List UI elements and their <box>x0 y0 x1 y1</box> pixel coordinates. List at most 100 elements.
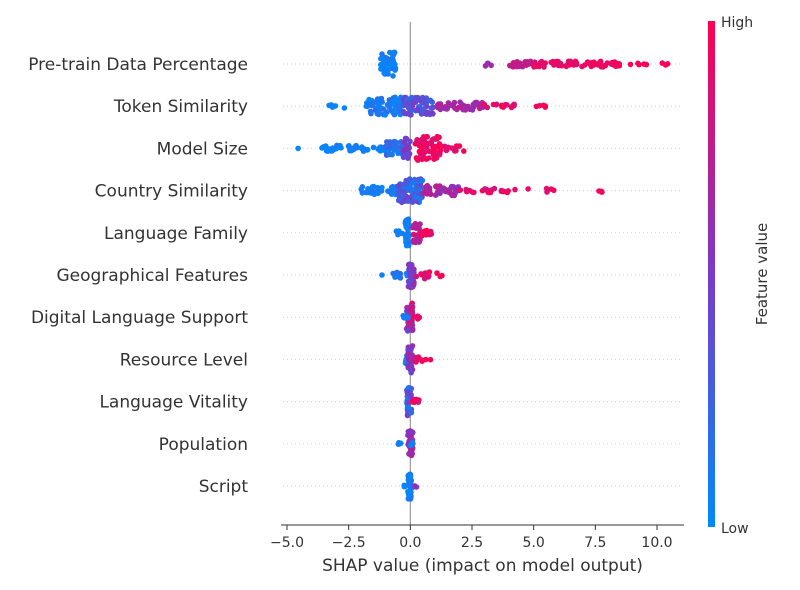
shap-point <box>512 186 518 193</box>
shap-point <box>408 369 415 376</box>
shap-point <box>414 106 421 113</box>
shap-point <box>421 275 428 282</box>
shap-point <box>544 189 550 195</box>
shap-point <box>408 409 415 416</box>
shap-point <box>434 270 440 276</box>
feature-labels: Pre-train Data Percentage Token Similarit… <box>28 55 248 497</box>
shap-point <box>346 143 352 149</box>
shap-point <box>400 108 407 115</box>
shap-point <box>408 363 415 370</box>
shap-point <box>421 149 428 156</box>
shap-point <box>387 49 393 56</box>
x-tick-label: −5.0 <box>270 535 304 551</box>
shap-point <box>379 184 385 191</box>
shap-point <box>375 101 381 107</box>
shap-point <box>390 73 396 79</box>
colorbar-low-label: Low <box>721 521 749 537</box>
feature-label: Geographical Features <box>56 266 248 286</box>
shap-point <box>403 97 410 104</box>
shap-point <box>416 148 423 155</box>
shap-point <box>408 450 415 457</box>
shap-point <box>514 63 521 70</box>
shap-point <box>378 55 384 62</box>
shap-point <box>403 135 410 142</box>
feature-label: Digital Language Support <box>31 308 248 328</box>
data-points <box>295 49 671 502</box>
shap-point <box>482 63 489 69</box>
x-tick-label: 2.5 <box>461 535 483 551</box>
shap-point <box>432 143 439 150</box>
shap-point <box>409 322 415 329</box>
shap-point <box>359 190 366 196</box>
shap-point <box>415 140 422 146</box>
shap-point <box>325 146 332 152</box>
shap-point <box>381 59 387 66</box>
shap-point <box>442 105 448 112</box>
shap-point <box>409 343 416 349</box>
shap-point <box>410 224 416 231</box>
shap-point <box>456 187 463 193</box>
shap-point <box>511 103 517 109</box>
shap-point <box>391 49 397 56</box>
feature-label: Token Similarity <box>113 97 248 117</box>
shap-point <box>409 304 415 311</box>
feature-label: Population <box>159 435 248 455</box>
shap-point <box>413 273 420 280</box>
shap-point <box>412 483 418 490</box>
shap-point <box>391 111 398 118</box>
shap-point <box>548 186 555 192</box>
x-tick-label: 0.0 <box>399 535 421 551</box>
shap-point <box>487 189 494 196</box>
shap-point <box>403 101 410 108</box>
shap-point <box>409 327 416 334</box>
shap-point <box>401 146 408 153</box>
shap-point <box>596 60 602 66</box>
shap-point <box>438 186 445 193</box>
shap-point <box>382 54 389 61</box>
shap-point <box>405 198 411 204</box>
shap-point <box>418 230 424 236</box>
shap-point <box>428 140 435 147</box>
shap-point <box>403 223 410 230</box>
shap-point <box>385 188 391 194</box>
shap-point <box>408 442 414 449</box>
shap-point <box>538 58 545 65</box>
shap-point <box>430 104 436 111</box>
shap-point <box>471 189 477 196</box>
shap-point <box>408 385 415 392</box>
shap-point <box>499 102 505 109</box>
shap-point <box>477 103 483 109</box>
shap-point <box>541 64 547 70</box>
shap-point <box>379 51 385 57</box>
feature-label: Language Family <box>104 224 248 244</box>
shap-point <box>358 145 365 152</box>
shap-point <box>390 99 397 105</box>
shap-point <box>395 229 402 236</box>
shap-point <box>366 96 372 103</box>
shap-point <box>470 101 477 108</box>
shap-point <box>395 98 402 105</box>
shap-point <box>488 62 495 69</box>
shap-point <box>410 180 417 186</box>
feature-label: Country Similarity <box>95 182 248 202</box>
shap-point <box>456 143 463 149</box>
shap-point <box>421 97 427 104</box>
shap-point <box>567 58 574 65</box>
shap-point <box>542 103 549 109</box>
shap-point <box>591 62 597 68</box>
shap-point <box>396 196 403 202</box>
shap-point <box>368 110 374 117</box>
shap-point <box>409 186 416 193</box>
shap-point <box>412 396 419 403</box>
shap-point <box>388 62 394 69</box>
shap-point <box>448 183 455 190</box>
shap-point <box>627 61 634 68</box>
shap-point <box>401 314 407 321</box>
shap-point <box>408 393 414 400</box>
shap-point <box>527 58 534 65</box>
shap-point <box>403 193 409 199</box>
shap-point <box>436 151 443 158</box>
shap-point <box>414 314 421 320</box>
shap-point <box>394 140 400 146</box>
